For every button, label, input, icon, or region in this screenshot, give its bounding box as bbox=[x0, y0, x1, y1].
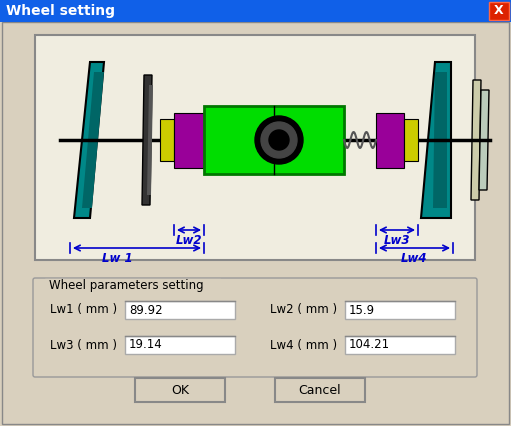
Polygon shape bbox=[74, 62, 104, 218]
Polygon shape bbox=[433, 72, 447, 208]
Text: Lw1 ( mm ): Lw1 ( mm ) bbox=[50, 303, 117, 317]
Text: Lw3: Lw3 bbox=[384, 234, 410, 247]
Circle shape bbox=[255, 116, 303, 164]
Text: 89.92: 89.92 bbox=[129, 303, 162, 317]
Text: Lw2 ( mm ): Lw2 ( mm ) bbox=[270, 303, 337, 317]
Text: Lw4: Lw4 bbox=[401, 252, 427, 265]
Text: 15.9: 15.9 bbox=[349, 303, 375, 317]
Bar bbox=[204, 106, 344, 174]
Text: Lw4 ( mm ): Lw4 ( mm ) bbox=[270, 339, 337, 351]
Text: Lw 1: Lw 1 bbox=[102, 252, 132, 265]
Bar bbox=[345, 301, 455, 319]
Bar bbox=[376, 113, 404, 168]
Bar bbox=[125, 336, 235, 354]
Polygon shape bbox=[147, 85, 153, 195]
FancyBboxPatch shape bbox=[33, 278, 477, 377]
Polygon shape bbox=[471, 80, 481, 200]
Bar bbox=[0, 0, 511, 22]
Text: 104.21: 104.21 bbox=[349, 339, 390, 351]
Polygon shape bbox=[479, 90, 489, 190]
Bar bbox=[125, 301, 235, 319]
Bar bbox=[35, 35, 475, 260]
Text: Lw2: Lw2 bbox=[176, 234, 202, 247]
Polygon shape bbox=[142, 75, 152, 205]
Text: Lw3 ( mm ): Lw3 ( mm ) bbox=[50, 339, 117, 351]
Bar bbox=[404, 119, 418, 161]
Text: Cancel: Cancel bbox=[299, 383, 341, 397]
Bar bbox=[135, 378, 225, 402]
Polygon shape bbox=[421, 62, 451, 218]
Text: OK: OK bbox=[171, 383, 189, 397]
Circle shape bbox=[261, 122, 297, 158]
Bar bbox=[489, 2, 509, 20]
Text: Wheel setting: Wheel setting bbox=[6, 4, 115, 18]
Text: X: X bbox=[494, 5, 504, 17]
Text: Wheel parameters setting: Wheel parameters setting bbox=[49, 279, 203, 293]
Bar bbox=[160, 119, 174, 161]
Bar bbox=[174, 113, 204, 168]
Polygon shape bbox=[82, 72, 104, 208]
Text: 19.14: 19.14 bbox=[129, 339, 162, 351]
Circle shape bbox=[269, 130, 289, 150]
Bar bbox=[275, 378, 365, 402]
Bar bbox=[345, 336, 455, 354]
